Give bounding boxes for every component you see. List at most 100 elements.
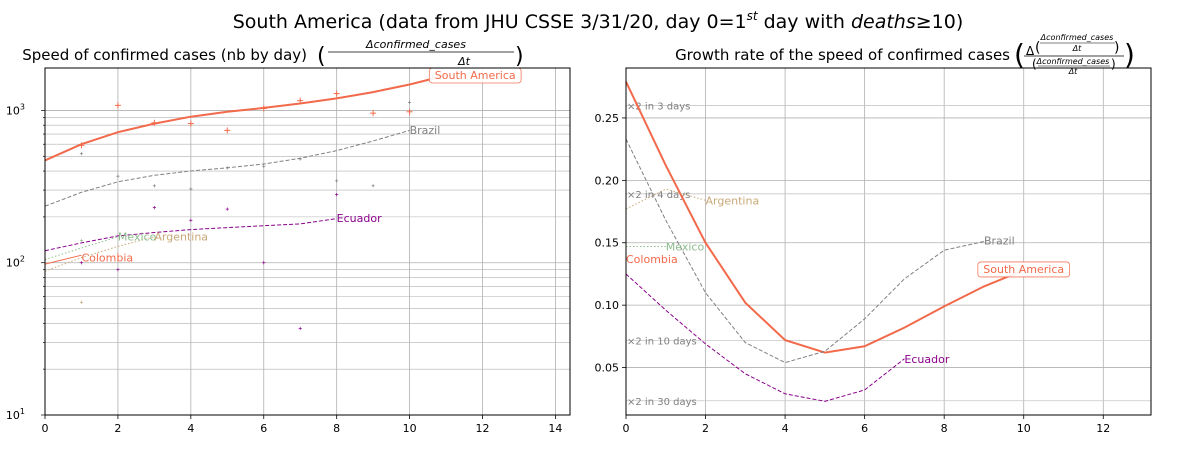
series-line-argentina bbox=[625, 188, 706, 210]
suptitle-italic: deaths bbox=[851, 11, 916, 33]
scatter-point-south_america bbox=[187, 120, 194, 127]
speed-chart-series bbox=[44, 74, 447, 331]
growth-chart-title-formula: ( Δ ( Δconfirmed_cases Δt ) ( Δconfirmed… bbox=[1014, 33, 1135, 76]
speed-chart-title-formula: ( Δconfirmed_cases Δt ) bbox=[317, 38, 524, 69]
scatter-point-brazil bbox=[407, 100, 412, 104]
x-tick-label: 6 bbox=[861, 422, 868, 435]
y-tick-label: 0.20 bbox=[595, 174, 620, 187]
series-label-brazil: Brazil bbox=[410, 124, 441, 137]
scatter-point-south_america bbox=[333, 90, 340, 97]
y-tick-label: 103 bbox=[6, 102, 25, 117]
scatter-point-brazil bbox=[116, 174, 120, 178]
series-line-brazil bbox=[625, 138, 985, 364]
growth-chart-series bbox=[625, 81, 1025, 402]
y-tick-label: 0.15 bbox=[595, 237, 620, 250]
suptitle-pre: South America (data from JHU CSSE 3/31/2… bbox=[233, 11, 747, 33]
suptitle-sup: st bbox=[747, 9, 759, 23]
series-label-brazil: Brazil bbox=[984, 234, 1015, 247]
scatter-point-ecuador bbox=[298, 326, 302, 331]
y-tick-label: 0.25 bbox=[595, 112, 620, 125]
svg-text:): ) bbox=[515, 44, 524, 69]
x-tick-label: 0 bbox=[42, 422, 49, 435]
series-label-colombia: Colombia bbox=[81, 252, 133, 265]
x-tick-label: 8 bbox=[333, 422, 340, 435]
series-label-south_america: South America bbox=[983, 263, 1064, 276]
growth-chart-doubling-lines: ×2 in 3 days ×2 in 4 days ×2 in 10 days ×2 … bbox=[626, 102, 1151, 408]
svg-text:(: ( bbox=[317, 44, 326, 69]
scatter-point-ecuador bbox=[225, 207, 229, 211]
suptitle-post: ≥10) bbox=[916, 11, 964, 33]
x-tick-label: 2 bbox=[702, 422, 709, 435]
scatter-point-brazil bbox=[262, 164, 266, 168]
scatter-point-south_america bbox=[370, 110, 377, 117]
svg-text:Δ: Δ bbox=[1026, 44, 1035, 58]
series-label-argentina: Argentina bbox=[706, 194, 760, 207]
speed-chart-frame bbox=[44, 67, 571, 416]
series-label-box-south_america bbox=[977, 261, 1071, 278]
x-tick-label: 12 bbox=[1096, 422, 1110, 435]
scatter-point-south_america bbox=[151, 119, 158, 126]
scatter-point-south_america bbox=[260, 105, 267, 112]
scatter-point-argentina bbox=[79, 300, 84, 304]
x-tick-label: 12 bbox=[476, 422, 490, 435]
series-line-argentina bbox=[44, 236, 155, 272]
growth-formula-outer-den: Δt bbox=[1068, 67, 1078, 76]
speed-chart-labels: South America Brazil Ecuador MexicoArgentin… bbox=[81, 67, 522, 265]
x-tick-label: 4 bbox=[187, 422, 194, 435]
growth-chart-labels: South America Brazil Ecuador Argentina Mexic… bbox=[626, 194, 1071, 366]
svg-text:(: ( bbox=[1035, 40, 1040, 56]
growth-formula-inner-den: Δt bbox=[1072, 44, 1082, 53]
suptitle-mid: day with bbox=[758, 11, 851, 33]
series-label-mexico: Mexico bbox=[666, 240, 705, 253]
series-label-ecuador: Ecuador bbox=[904, 353, 949, 366]
series-line-ecuador bbox=[625, 273, 905, 402]
scatter-point-brazil bbox=[371, 184, 375, 188]
speed-chart-ticks: 0 2 4 6 8 10 12 14 101 102 103 bbox=[6, 102, 563, 435]
scatter-point-brazil bbox=[79, 152, 84, 156]
series-line-south_america bbox=[625, 81, 1025, 354]
series-line-colombia bbox=[44, 254, 82, 265]
scatter-point-brazil bbox=[298, 157, 302, 161]
svg-text:): ) bbox=[1124, 38, 1135, 71]
scatter-point-ecuador bbox=[262, 261, 266, 265]
series-line-south_america bbox=[44, 74, 447, 162]
growth-formula-inner-num: Δconfirmed_cases bbox=[1040, 33, 1114, 42]
growth-chart-ticks: 0 2 4 6 8 10 12 0.05 0.10 0.15 0.20 0.25 bbox=[595, 112, 1111, 435]
growth-formula-outer-num: Δconfirmed_cases bbox=[1036, 57, 1110, 66]
formula-num: Δconfirmed_cases bbox=[365, 38, 466, 51]
scatter-point-ecuador bbox=[79, 261, 84, 265]
doubling-line-label: ×2 in 30 days bbox=[627, 397, 697, 408]
series-line-mexico bbox=[44, 236, 119, 260]
scatter-point-south_america bbox=[114, 102, 121, 109]
x-tick-label: 6 bbox=[260, 422, 267, 435]
scatter-point-brazil bbox=[335, 179, 339, 183]
scatter-point-ecuador bbox=[116, 268, 120, 272]
x-tick-label: 14 bbox=[548, 422, 562, 435]
x-tick-label: 4 bbox=[782, 422, 789, 435]
svg-text:): ) bbox=[1114, 40, 1119, 56]
doubling-line-label: ×2 in 10 days bbox=[627, 336, 697, 347]
scatter-point-south_america bbox=[297, 97, 304, 104]
x-tick-label: 10 bbox=[403, 422, 417, 435]
y-tick-label: 0.05 bbox=[595, 362, 620, 375]
x-tick-label: 2 bbox=[114, 422, 121, 435]
scatter-point-brazil bbox=[152, 184, 156, 188]
svg-text:(: ( bbox=[1014, 38, 1025, 71]
figure-suptitle: South America (data from JHU CSSE 3/31/2… bbox=[233, 9, 964, 33]
series-label-south_america: South America bbox=[435, 69, 516, 82]
speed-chart: Speed of confirmed cases (nb by day) ( Δ… bbox=[6, 38, 571, 435]
series-line-ecuador bbox=[44, 218, 337, 252]
growth-chart: Growth rate of the speed of confirmed ca… bbox=[595, 33, 1152, 435]
scatter-point-south_america bbox=[78, 142, 85, 149]
growth-chart-frame bbox=[625, 67, 1152, 416]
growth-chart-title: Growth rate of the speed of confirmed ca… bbox=[675, 46, 1010, 64]
y-tick-label: 102 bbox=[6, 255, 25, 270]
doubling-line-label: ×2 in 4 days bbox=[627, 190, 690, 201]
scatter-point-brazil bbox=[225, 166, 229, 170]
scatter-point-south_america bbox=[224, 127, 231, 134]
scatter-point-ecuador bbox=[152, 206, 156, 210]
scatter-point-ecuador bbox=[335, 193, 339, 197]
scatter-point-mexico bbox=[79, 238, 84, 243]
doubling-line-label: ×2 in 3 days bbox=[627, 102, 690, 113]
